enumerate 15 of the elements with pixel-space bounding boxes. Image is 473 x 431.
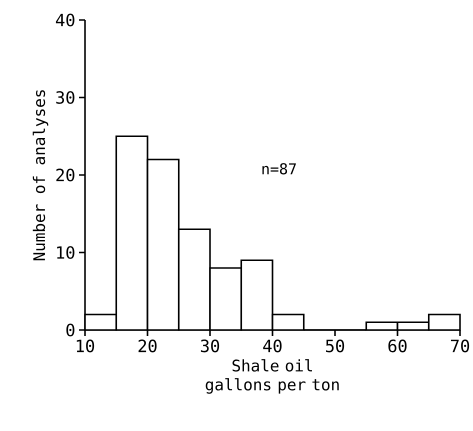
y-axis-title: Number of analyses [32, 90, 48, 260]
y-tick-label: 0 [66, 324, 74, 336]
x-tick-label: 60 [388, 340, 407, 352]
x-tick-label: 50 [326, 340, 344, 352]
x-tick-label: 10 [76, 340, 94, 352]
annotation: n=87 [262, 163, 296, 174]
y-tick-label: 30 [56, 91, 74, 104]
x-tick-label: 70 [450, 340, 470, 352]
y-tick-label: 20 [56, 168, 74, 182]
x-tick-label: 40 [263, 340, 282, 352]
y-tick-label: 40 [56, 14, 74, 26]
x-tick-label: 20 [138, 340, 157, 352]
y-tick-label: 10 [57, 246, 74, 259]
x-axis-title: Shale oil gallons per ton [206, 359, 339, 394]
x-tick-label: 30 [200, 340, 220, 352]
